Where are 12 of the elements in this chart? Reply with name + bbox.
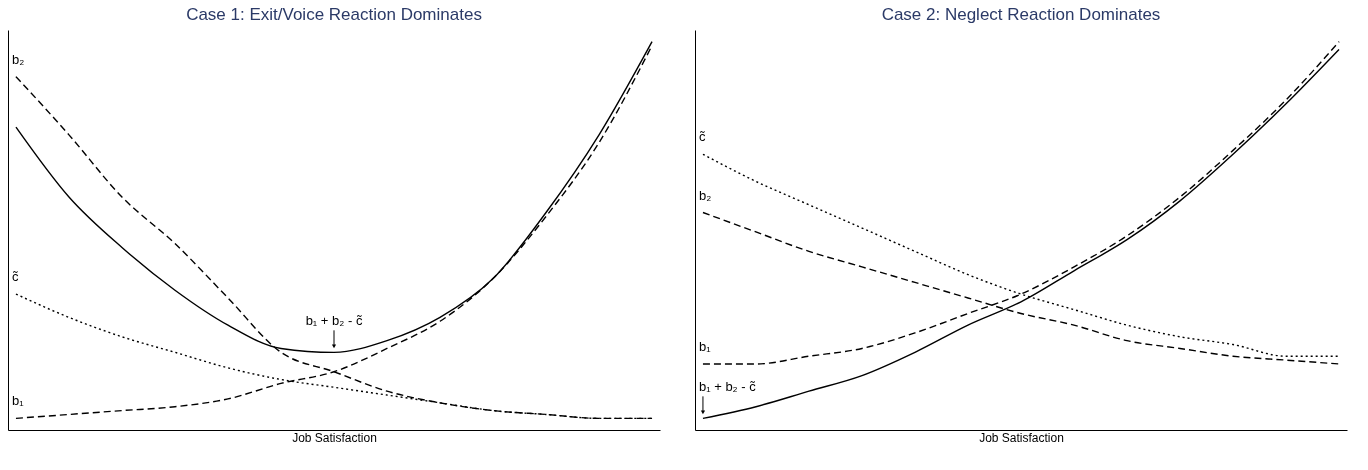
series-label: b₂	[698, 187, 712, 203]
x-axis-title: Job Satisfaction	[979, 430, 1064, 445]
series-label: b₂	[11, 51, 25, 67]
x-axis-title: Job Satisfaction	[292, 430, 377, 445]
series-label: b₁ + b₂ - c̃	[698, 379, 757, 395]
chart-title: Case 1: Exit/Voice Reaction Dominates	[186, 5, 482, 24]
series-label: b₁	[11, 393, 25, 409]
series-label: b₁ + b₂ - c̃	[305, 313, 363, 329]
series-label: c̃	[698, 129, 706, 145]
series-label: c̃	[11, 269, 19, 285]
series-label: b₁	[698, 338, 712, 354]
chart-title: Case 2: Neglect Reaction Dominates	[881, 5, 1161, 24]
